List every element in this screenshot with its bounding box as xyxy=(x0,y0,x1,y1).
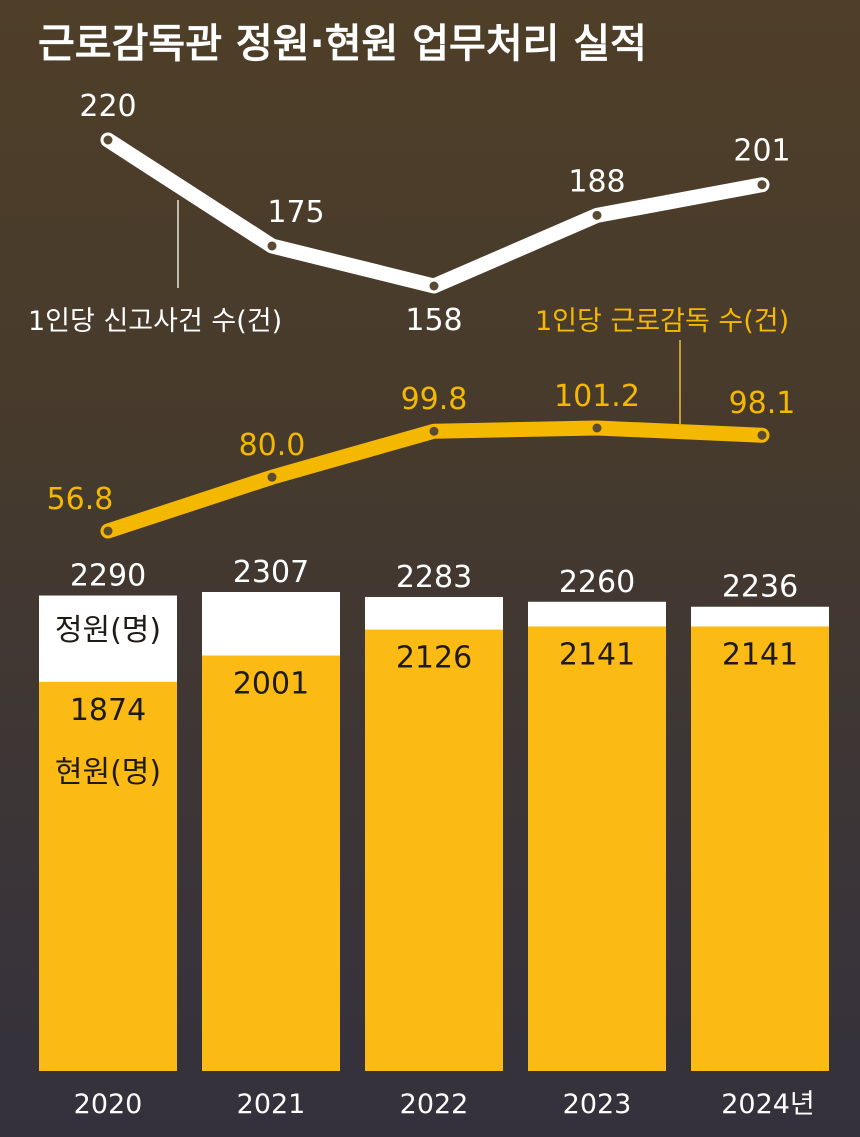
current-bar-2 xyxy=(202,655,340,1071)
x-tick-label-4: 2023 xyxy=(563,1089,632,1120)
inspection-value-label-2: 80.0 xyxy=(239,428,306,463)
report-point-4 xyxy=(592,210,602,220)
report-point-5 xyxy=(757,180,767,190)
current-bar-4 xyxy=(528,626,666,1071)
report-point-1 xyxy=(103,135,113,145)
current-value-label-3: 2126 xyxy=(396,641,472,676)
report-point-3 xyxy=(429,281,439,291)
chart-title: 근로감독관 정원·현원 업무처리 실적 xyxy=(38,21,647,67)
report-value-label-1: 220 xyxy=(79,89,136,124)
report-value-label-3: 158 xyxy=(405,303,462,338)
x-tick-label-1: 2020 xyxy=(74,1089,143,1120)
report-value-label-2: 175 xyxy=(267,195,324,230)
report-value-label-4: 188 xyxy=(568,164,625,199)
quota-value-label-2: 2307 xyxy=(233,555,309,590)
x-tick-label-2: 2021 xyxy=(237,1089,306,1120)
x-tick-label-5: 2024년 xyxy=(721,1089,815,1120)
report-point-2 xyxy=(267,241,277,251)
inspection-series-line xyxy=(100,420,770,539)
report-value-label-5: 201 xyxy=(733,134,790,169)
quota-value-label-1: 2290 xyxy=(70,559,146,594)
current-bar-5 xyxy=(691,626,829,1071)
inspection-point-5 xyxy=(757,430,767,440)
quota-series-label: 정원(명) xyxy=(55,613,161,648)
quota-value-label-3: 2283 xyxy=(396,560,472,595)
current-series-label: 현원(명) xyxy=(55,755,161,790)
quota-value-label-4: 2260 xyxy=(559,565,635,600)
current-value-label-1: 1874 xyxy=(70,693,146,728)
current-value-label-5: 2141 xyxy=(722,637,798,672)
inspection-value-label-5: 98.1 xyxy=(729,386,796,421)
current-bar-1 xyxy=(39,681,177,1071)
quota-value-label-5: 2236 xyxy=(722,570,798,605)
inspection-value-label-4: 101.2 xyxy=(554,379,640,414)
report-series-label: 1인당 신고사건 수(건) xyxy=(28,306,282,337)
x-tick-label-3: 2022 xyxy=(400,1089,469,1120)
current-value-label-2: 2001 xyxy=(233,667,309,702)
inspection-point-1 xyxy=(103,526,113,536)
inspection-series-label: 1인당 근로감독 수(건) xyxy=(535,306,789,337)
current-value-label-4: 2141 xyxy=(559,637,635,672)
inspection-point-4 xyxy=(592,423,602,433)
inspection-value-label-1: 56.8 xyxy=(47,482,114,517)
report-series-line xyxy=(100,132,770,294)
inspection-value-label-3: 99.8 xyxy=(401,382,468,417)
current-bar-3 xyxy=(365,629,503,1071)
inspection-point-2 xyxy=(267,472,277,482)
inspection-point-3 xyxy=(429,426,439,436)
